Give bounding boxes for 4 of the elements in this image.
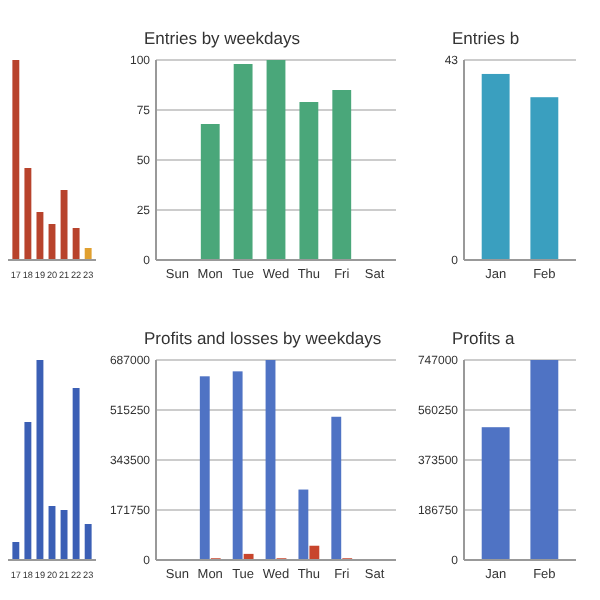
chart-title: Entries by weekdays [144, 28, 300, 48]
chart-title: Entries b [452, 28, 520, 48]
chart-title: Profits a [452, 328, 515, 348]
chart-title: Profits and losses by weekdays [144, 328, 382, 348]
